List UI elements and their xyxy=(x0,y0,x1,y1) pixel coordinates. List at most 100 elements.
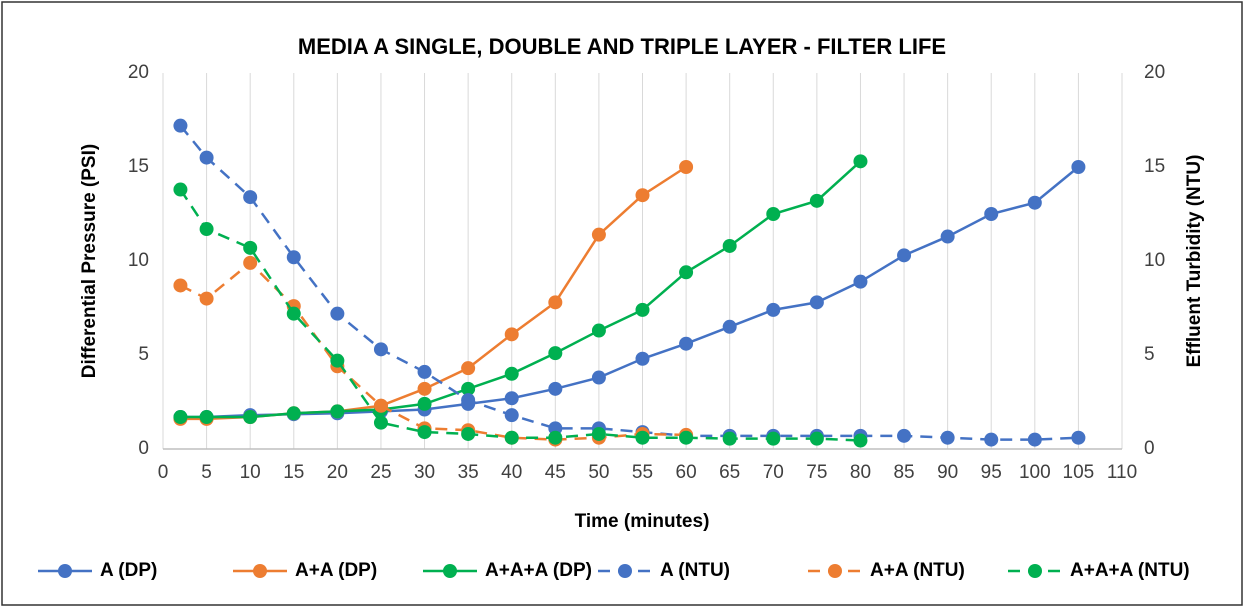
data-point xyxy=(853,154,868,169)
x-tick-label: 40 xyxy=(501,462,522,483)
legend-marker xyxy=(1028,564,1042,578)
series-line xyxy=(179,124,1079,441)
data-point xyxy=(548,430,563,445)
x-tick-label: 50 xyxy=(588,462,609,483)
y-tick-label: 5 xyxy=(138,344,149,365)
data-point xyxy=(722,238,737,253)
data-point xyxy=(940,430,955,445)
x-tick-label: 100 xyxy=(1019,462,1051,483)
legend-label: A+A (NTU) xyxy=(870,560,965,581)
y-tick-label: 10 xyxy=(128,250,149,271)
data-point xyxy=(199,222,214,237)
data-point xyxy=(199,150,214,165)
data-point xyxy=(286,306,301,321)
data-point xyxy=(330,353,345,368)
data-point xyxy=(243,410,258,425)
y-tick-label: 15 xyxy=(128,156,149,177)
data-point xyxy=(591,227,606,242)
data-point xyxy=(809,193,824,208)
x-tick-label: 25 xyxy=(370,462,391,483)
data-point xyxy=(809,295,824,310)
x-tick-label: 110 xyxy=(1107,462,1137,483)
data-point xyxy=(243,255,258,270)
y2-tick-label: 5 xyxy=(1144,344,1155,365)
y2-tick-label: 20 xyxy=(1144,62,1165,83)
x-tick-label: 60 xyxy=(676,462,697,483)
data-point xyxy=(722,431,737,446)
data-point xyxy=(984,207,999,221)
data-point xyxy=(373,342,388,357)
x-tick-label: 30 xyxy=(414,462,435,483)
data-point xyxy=(199,291,214,306)
data-point xyxy=(766,431,781,446)
y-tick-label: 0 xyxy=(138,438,149,459)
data-point xyxy=(417,425,432,440)
x-tick-label: 90 xyxy=(937,462,958,483)
data-point xyxy=(373,415,388,430)
data-point xyxy=(417,396,432,411)
data-point xyxy=(591,323,606,338)
x-tick-label: 10 xyxy=(240,462,261,483)
x-tick-label: 80 xyxy=(850,462,871,483)
data-point xyxy=(417,364,432,379)
data-point xyxy=(635,430,650,445)
y-axis-label: Differential Pressure (PSI) xyxy=(79,144,100,378)
data-point xyxy=(504,391,519,406)
data-point xyxy=(330,306,345,321)
data-point xyxy=(635,302,650,317)
legend-marker xyxy=(443,564,457,578)
x-tick-label: 85 xyxy=(893,462,914,483)
data-point xyxy=(679,160,694,174)
data-point xyxy=(548,381,563,396)
data-point xyxy=(286,406,301,421)
data-point xyxy=(330,404,345,419)
x-tick-label: 105 xyxy=(1063,462,1095,483)
data-point xyxy=(853,433,868,448)
data-point xyxy=(504,430,519,445)
data-point xyxy=(461,361,476,376)
data-point xyxy=(461,393,476,408)
data-point xyxy=(591,426,606,441)
data-point xyxy=(722,319,737,334)
data-point xyxy=(635,188,650,203)
data-point xyxy=(417,381,432,396)
data-point xyxy=(853,274,868,289)
data-point xyxy=(679,336,694,351)
x-tick-label: 65 xyxy=(719,462,740,483)
data-point xyxy=(766,302,781,317)
legend-marker xyxy=(58,564,72,578)
legend-label: A+A (DP) xyxy=(295,560,377,581)
y2-tick-label: 0 xyxy=(1144,438,1155,459)
data-point xyxy=(548,295,563,310)
data-point xyxy=(809,431,824,446)
data-point xyxy=(548,346,563,361)
data-point xyxy=(679,430,694,445)
y2-tick-label: 15 xyxy=(1144,156,1165,177)
x-tick-label: 20 xyxy=(327,462,348,483)
y2-axis-label: Effluent Turbidity (NTU) xyxy=(1184,155,1205,368)
data-point xyxy=(940,229,955,244)
data-point xyxy=(1027,432,1042,447)
data-point xyxy=(591,370,606,385)
data-point xyxy=(504,408,519,423)
legend-marker xyxy=(253,564,267,578)
data-point xyxy=(199,410,214,425)
x-tick-label: 0 xyxy=(158,462,169,483)
data-point xyxy=(1071,160,1086,174)
x-tick-label: 55 xyxy=(632,462,653,483)
legend-marker xyxy=(618,564,632,578)
chart-title: MEDIA A SINGLE, DOUBLE AND TRIPLE LAYER … xyxy=(298,34,946,59)
data-point xyxy=(243,190,258,205)
data-point xyxy=(173,278,188,293)
x-tick-label: 15 xyxy=(283,462,304,483)
y2-tick-label: 10 xyxy=(1144,250,1165,271)
x-tick-label: 70 xyxy=(763,462,784,483)
x-tick-label: 75 xyxy=(806,462,827,483)
data-point xyxy=(679,265,694,280)
data-point xyxy=(373,398,388,413)
series-line xyxy=(180,166,1080,419)
data-point xyxy=(635,351,650,366)
x-tick-label: 95 xyxy=(981,462,1002,483)
data-point xyxy=(504,366,519,381)
